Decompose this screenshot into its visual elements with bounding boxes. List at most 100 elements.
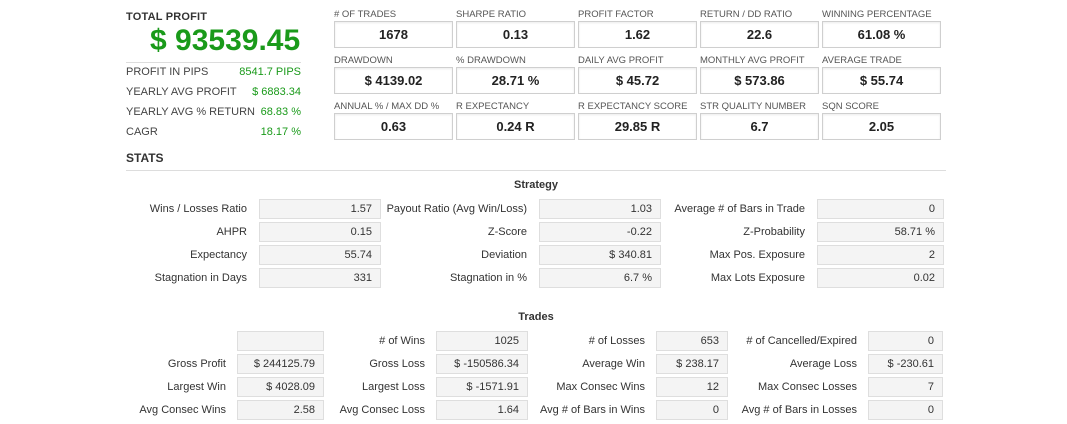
trades-value: 653: [656, 331, 728, 351]
summary-row-yearly-avg-return: YEARLY AVG % RETURN 68.83 %: [126, 106, 301, 118]
metric-card: RETURN / DD RATIO 22.6: [700, 9, 819, 48]
trades-value: $ 238.17: [656, 354, 728, 374]
strategy-value: 55.74: [259, 245, 381, 265]
metric-card: % DRAWDOWN 28.71 %: [456, 55, 575, 94]
strategy-value: $ 340.81: [539, 245, 661, 265]
metric-label: R EXPECTANCY SCORE: [578, 101, 688, 112]
metric-label: SHARPE RATIO: [456, 9, 527, 20]
metric-card: R EXPECTANCY SCORE 29.85 R: [578, 101, 697, 140]
trades-label: Largest Win: [167, 381, 226, 393]
metric-card: MONTHLY AVG PROFIT $ 573.86: [700, 55, 819, 94]
summary-value: $ 6883.34: [252, 86, 301, 98]
trades-value: $ 4028.09: [237, 377, 324, 397]
metric-value: 0.24 R: [456, 113, 575, 140]
metric-label: MONTHLY AVG PROFIT: [700, 55, 805, 66]
strategy-label: Expectancy: [190, 249, 247, 261]
trades-value: [237, 331, 324, 351]
trades-value: 1.64: [436, 400, 528, 420]
summary-value: 18.17 %: [260, 126, 301, 138]
trades-label: Avg Consec Loss: [339, 404, 425, 416]
trades-label: # of Cancelled/Expired: [746, 335, 857, 347]
metric-label: AVERAGE TRADE: [822, 55, 902, 66]
strategy-label: Payout Ratio (Avg Win/Loss): [386, 203, 527, 215]
strategy-label: Stagnation in Days: [154, 272, 247, 284]
strategy-label: Wins / Losses Ratio: [149, 203, 247, 215]
metric-value: 6.7: [700, 113, 819, 140]
metric-value: 61.08 %: [822, 21, 941, 48]
metric-label: RETURN / DD RATIO: [700, 9, 793, 20]
metric-label: STR QUALITY NUMBER: [700, 101, 806, 112]
strategy-label: AHPR: [216, 226, 247, 238]
trades-label: Average Win: [582, 358, 645, 370]
trades-value: $ 244125.79: [237, 354, 324, 374]
metric-label: DAILY AVG PROFIT: [578, 55, 664, 66]
stats-title: STATS: [126, 151, 164, 165]
metric-label: DRAWDOWN: [334, 55, 393, 66]
strategy-label: Max Lots Exposure: [710, 272, 805, 284]
summary-label: CAGR: [126, 126, 158, 138]
metric-label: % DRAWDOWN: [456, 55, 526, 66]
trades-value: 1025: [436, 331, 528, 351]
strategy-value: 0.02: [817, 268, 944, 288]
strategy-label: Max Pos. Exposure: [709, 249, 805, 261]
trades-label: # of Losses: [588, 335, 645, 347]
metric-value: 2.05: [822, 113, 941, 140]
metric-label: R EXPECTANCY: [456, 101, 530, 112]
trades-label: # of Wins: [379, 335, 425, 347]
trades-label: Max Consec Wins: [556, 381, 645, 393]
summary-label: YEARLY AVG % RETURN: [126, 106, 255, 118]
trades-value: 0: [656, 400, 728, 420]
metric-label: ANNUAL % / MAX DD %: [334, 101, 440, 112]
strategy-value: -0.22: [539, 222, 661, 242]
metric-label: # OF TRADES: [334, 9, 397, 20]
trades-title: Trades: [518, 311, 554, 323]
strategy-value: 1.03: [539, 199, 661, 219]
metric-value: 1678: [334, 21, 453, 48]
summary-label: PROFIT IN PIPS: [126, 66, 209, 78]
metric-card: PROFIT FACTOR 1.62: [578, 9, 697, 48]
metric-card: # OF TRADES 1678: [334, 9, 453, 48]
metric-value: 29.85 R: [578, 113, 697, 140]
metric-label: SQN SCORE: [822, 101, 880, 112]
trades-label: Gross Profit: [167, 358, 226, 370]
total-profit-label: TOTAL PROFIT: [126, 11, 208, 23]
metric-card: AVERAGE TRADE $ 55.74: [822, 55, 941, 94]
strategy-label: Deviation: [481, 249, 527, 261]
strategy-value: 58.71 %: [817, 222, 944, 242]
trades-value: 0: [868, 331, 943, 351]
summary-row-profit-pips: PROFIT IN PIPS 8541.7 PIPS: [126, 66, 301, 78]
summary-divider: [126, 62, 301, 63]
total-profit-value: $ 93539.45: [150, 24, 301, 57]
strategy-title: Strategy: [513, 179, 559, 191]
metric-card: R EXPECTANCY 0.24 R: [456, 101, 575, 140]
trades-value: $ -230.61: [868, 354, 943, 374]
trades-value: 0: [868, 400, 943, 420]
strategy-label: Average # of Bars in Trade: [674, 203, 805, 215]
trades-label: Largest Loss: [362, 381, 425, 393]
trades-value: 2.58: [237, 400, 324, 420]
summary-row-yearly-avg-profit: YEARLY AVG PROFIT $ 6883.34: [126, 86, 301, 98]
metric-value: $ 573.86: [700, 67, 819, 94]
metric-card: SHARPE RATIO 0.13: [456, 9, 575, 48]
metric-label: WINNING PERCENTAGE: [822, 9, 932, 20]
summary-row-cagr: CAGR 18.17 %: [126, 126, 301, 138]
metric-value: 0.63: [334, 113, 453, 140]
metric-card: DAILY AVG PROFIT $ 45.72: [578, 55, 697, 94]
strategy-value: 2: [817, 245, 944, 265]
strategy-label: Stagnation in %: [449, 272, 527, 284]
metric-card: SQN SCORE 2.05: [822, 101, 941, 140]
strategy-label: Z-Score: [487, 226, 527, 238]
metric-card: DRAWDOWN $ 4139.02: [334, 55, 453, 94]
trades-value: 7: [868, 377, 943, 397]
metric-card: ANNUAL % / MAX DD % 0.63: [334, 101, 453, 140]
metric-card: WINNING PERCENTAGE 61.08 %: [822, 9, 941, 48]
trades-value: 12: [656, 377, 728, 397]
metric-value: $ 45.72: [578, 67, 697, 94]
strategy-label: Z-Probability: [743, 226, 805, 238]
metric-value: $ 55.74: [822, 67, 941, 94]
metric-value: 28.71 %: [456, 67, 575, 94]
strategy-value: 0.15: [259, 222, 381, 242]
metric-value: 0.13: [456, 21, 575, 48]
trades-label: Gross Loss: [369, 358, 425, 370]
metric-label: PROFIT FACTOR: [578, 9, 654, 20]
